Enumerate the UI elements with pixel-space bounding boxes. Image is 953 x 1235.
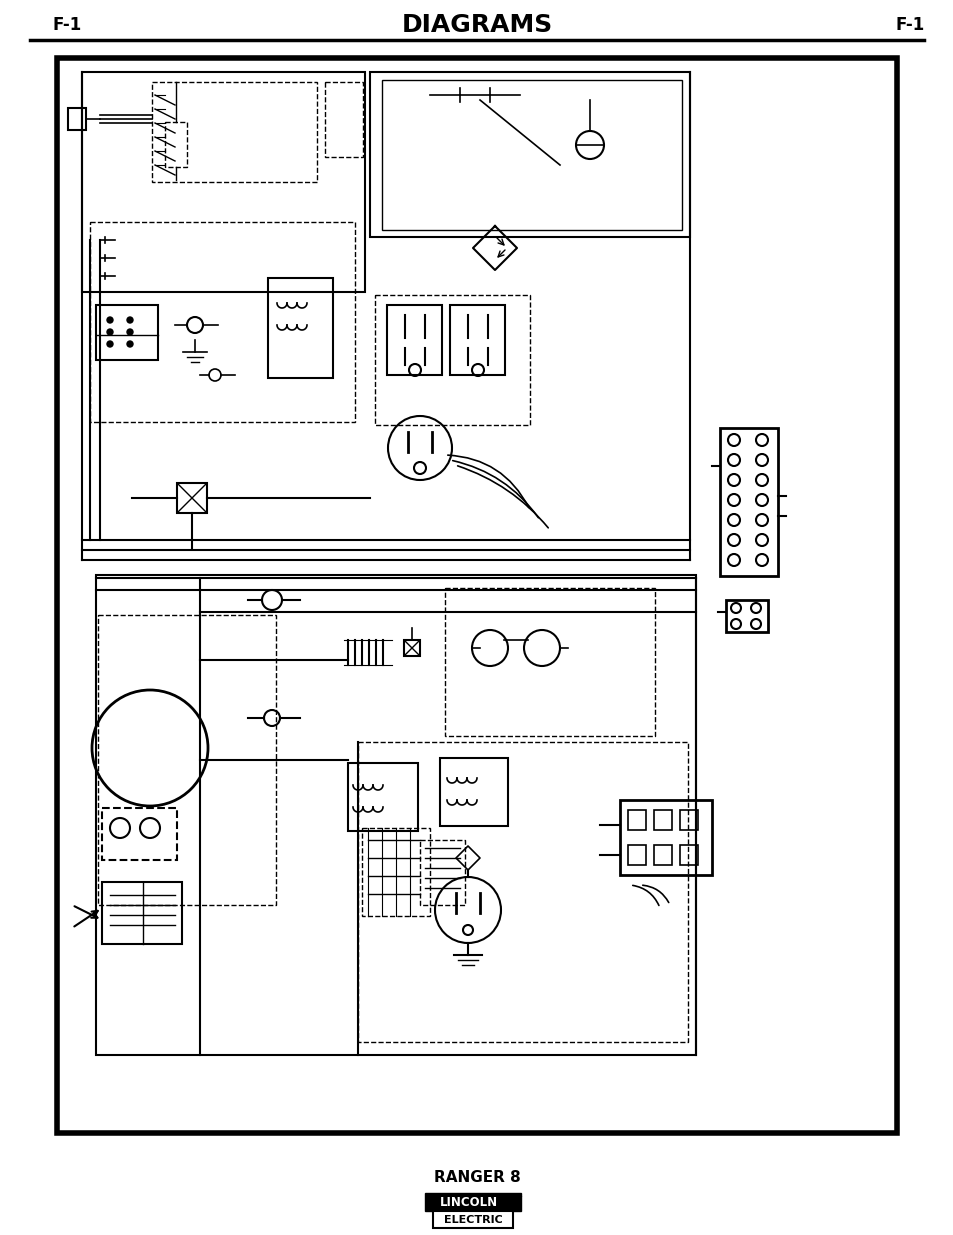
Bar	[268, 278, 333, 378]
Bar	[444, 588, 655, 736]
Text: DIAGRAMS: DIAGRAMS	[401, 14, 552, 37]
Text: RANGER 8: RANGER 8	[434, 1171, 519, 1186]
Text: F-1: F-1	[895, 16, 924, 35]
Circle shape	[127, 341, 132, 347]
Bar	[725, 600, 767, 632]
Bar	[348, 763, 417, 831]
Bar	[424, 1193, 520, 1212]
Bar	[98, 615, 275, 905]
Bar	[96, 576, 696, 1055]
Bar	[165, 122, 187, 167]
Circle shape	[107, 341, 112, 347]
Bar	[679, 845, 698, 864]
Text: ®: ®	[515, 1193, 522, 1203]
Bar	[450, 305, 504, 375]
Bar	[654, 845, 671, 864]
Bar	[387, 305, 441, 375]
Text: LINCOLN: LINCOLN	[439, 1195, 497, 1209]
Circle shape	[107, 317, 112, 324]
Bar	[375, 295, 530, 425]
Bar	[82, 72, 365, 291]
Bar	[357, 742, 687, 1042]
Bar	[627, 845, 645, 864]
Circle shape	[127, 317, 132, 324]
Bar	[720, 429, 778, 576]
Text: ELECTRIC: ELECTRIC	[443, 1215, 502, 1225]
Bar	[381, 80, 681, 230]
Bar	[433, 1212, 513, 1228]
Bar	[152, 82, 316, 182]
Circle shape	[107, 329, 112, 335]
Bar	[177, 483, 207, 513]
Bar	[57, 58, 896, 1132]
Bar	[102, 808, 177, 860]
Bar	[679, 810, 698, 830]
Bar	[102, 882, 182, 944]
Bar	[361, 827, 430, 916]
Bar	[370, 72, 689, 237]
Bar	[654, 810, 671, 830]
Bar	[439, 758, 507, 826]
Circle shape	[127, 329, 132, 335]
Bar	[68, 107, 86, 130]
Bar	[419, 840, 464, 905]
Bar	[90, 222, 355, 422]
Bar	[325, 82, 363, 157]
Bar	[96, 305, 158, 359]
Bar	[403, 640, 419, 656]
Bar	[627, 810, 645, 830]
Bar	[619, 800, 711, 876]
Text: F-1: F-1	[52, 16, 81, 35]
